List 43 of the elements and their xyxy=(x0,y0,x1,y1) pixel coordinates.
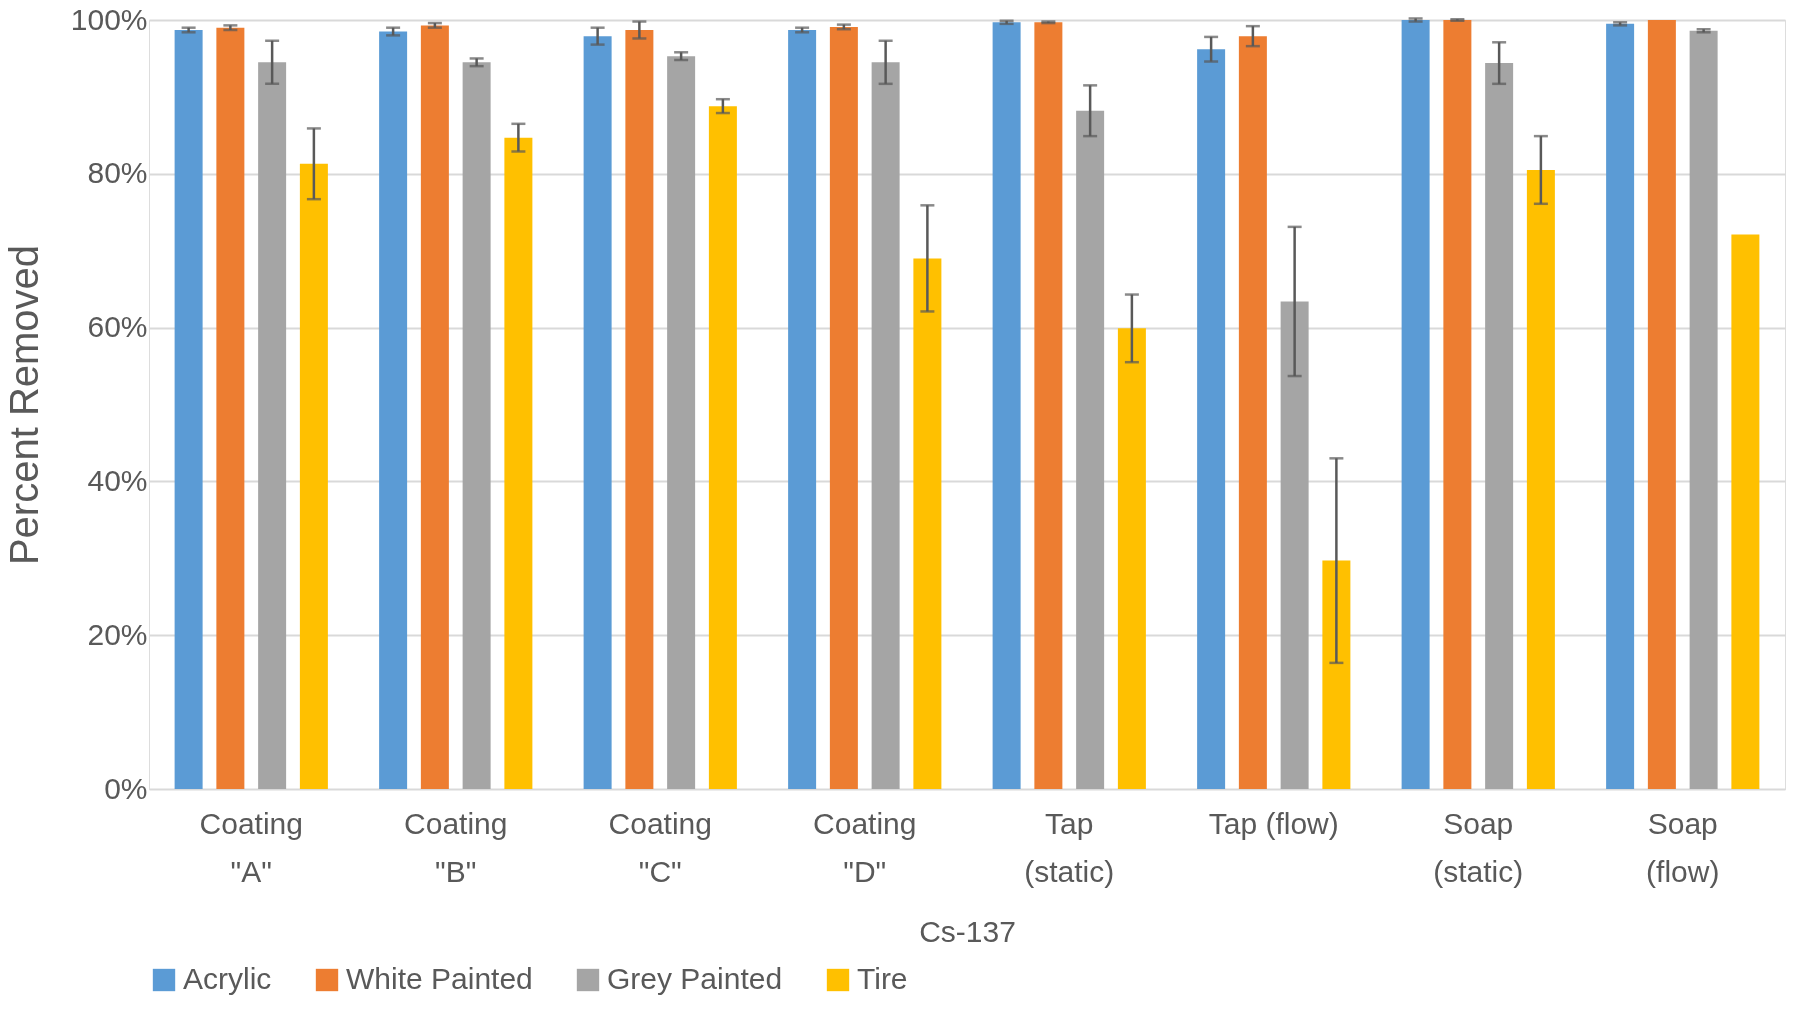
x-tick-label: Tap (flow) xyxy=(1208,806,1339,840)
bar xyxy=(258,62,287,789)
bar xyxy=(1034,22,1063,789)
x-axis-title: Cs-137 xyxy=(919,914,1016,948)
bar xyxy=(1731,234,1760,789)
y-axis-title: Percent Removed xyxy=(1,244,46,566)
bar xyxy=(1526,169,1555,789)
legend-label: White Painted xyxy=(346,962,533,995)
bar xyxy=(1647,20,1676,789)
legend-label: Acrylic xyxy=(183,962,272,995)
bar xyxy=(1280,301,1309,789)
x-tick-label: Tap (static) xyxy=(1024,806,1115,888)
bar xyxy=(913,258,942,789)
x-tick-label: Coating "D" xyxy=(813,806,917,888)
bar xyxy=(1197,49,1226,789)
y-tick-label: 100% xyxy=(70,2,148,36)
y-tick-label: 60% xyxy=(87,310,148,344)
bar xyxy=(583,36,612,789)
bar xyxy=(1076,110,1105,789)
bar xyxy=(1689,30,1718,789)
bar xyxy=(1238,36,1267,789)
bar xyxy=(625,30,654,789)
y-tick-label: 0% xyxy=(104,771,148,805)
legend-label: Grey Painted xyxy=(607,962,783,995)
bar xyxy=(708,106,737,789)
x-tick-label: Soap (flow) xyxy=(1646,806,1720,888)
x-tick-label: Soap (static) xyxy=(1433,806,1524,888)
bar xyxy=(299,163,328,789)
bar xyxy=(1485,63,1514,789)
bar xyxy=(1606,23,1635,789)
bar xyxy=(1322,560,1351,789)
y-tick-label: 40% xyxy=(87,463,148,497)
bar xyxy=(871,62,900,789)
bar xyxy=(504,137,533,789)
legend-label: Tire xyxy=(857,962,908,995)
x-tick-label: Coating "A" xyxy=(199,806,303,888)
y-tick-label: 20% xyxy=(87,617,148,651)
x-tick-label: Coating "B" xyxy=(404,806,508,888)
x-tick-label: Coating "C" xyxy=(608,806,712,888)
bar xyxy=(1401,20,1430,789)
y-tick-label: 80% xyxy=(87,156,148,190)
bar xyxy=(1117,328,1146,789)
bar xyxy=(1443,20,1472,789)
